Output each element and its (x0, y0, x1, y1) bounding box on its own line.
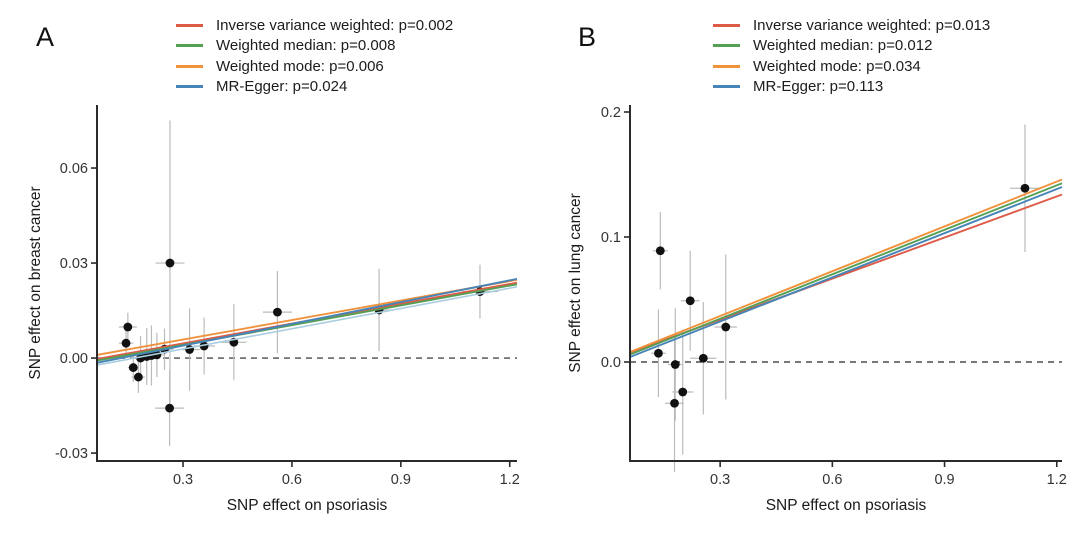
legend-line-swatch (713, 23, 740, 27)
legend-item: Weighted mode: p=0.006 (176, 56, 453, 77)
data-point (165, 403, 175, 413)
legend-item: Weighted median: p=0.008 (176, 36, 453, 57)
regression-line-weighted-median (96, 283, 518, 362)
data-point (654, 348, 663, 358)
y-tick-label: 0.06 (60, 161, 88, 177)
x-tick-label: 0.6 (822, 472, 842, 488)
regression-line-weighted-mode (629, 178, 1063, 353)
data-point (165, 258, 175, 268)
regression-line-mr-egger (96, 277, 518, 364)
legend-label: MR-Egger: p=0.024 (216, 78, 348, 96)
x-tick-label: 0.3 (710, 472, 730, 488)
data-point (121, 338, 131, 348)
panel-b-scatter-plot: 0.3 0.6 0.9 1.2 0.0 0.1 0.2 SNP effect on psori… (567, 105, 1067, 514)
legend-item: MR-Egger: p=0.024 (176, 77, 453, 98)
legend-item: Inverse variance weighted: p=0.013 (713, 15, 990, 36)
x-tick-label: 0.9 (934, 472, 954, 488)
panel-b-legend: Inverse variance weighted: p=0.013 Weight… (713, 15, 990, 97)
x-tick-label: 0.9 (391, 472, 411, 488)
data-point (678, 387, 688, 397)
panel-a-scatter-plot: 0.3 0.6 0.9 1.2 -0.03 0.00 0.03 0.06 SNP effect … (27, 105, 520, 514)
data-point (685, 296, 695, 306)
legend-line-swatch (176, 64, 203, 68)
legend-item: Inverse variance weighted: p=0.002 (176, 15, 453, 36)
data-point (698, 353, 708, 363)
x-tick-label: 1.2 (1047, 472, 1067, 488)
legend-item: Weighted median: p=0.012 (713, 36, 990, 57)
legend-label: Weighted mode: p=0.006 (216, 57, 384, 75)
x-tick-label: 1.2 (500, 472, 520, 488)
panel-a-label: A (36, 22, 55, 52)
legend-line-swatch (176, 44, 203, 48)
y-axis-title: SNP effect on breast cancer (27, 186, 44, 379)
data-point (133, 372, 143, 382)
regression-line-weighted-median (629, 182, 1063, 356)
legend-line-swatch (713, 44, 740, 48)
legend-label: Weighted median: p=0.012 (753, 37, 933, 55)
legend-label: Inverse variance weighted: p=0.013 (753, 16, 991, 34)
x-axis-title: SNP effect on psoriasis (766, 497, 927, 514)
data-point (721, 322, 731, 332)
panel-a-legend: Inverse variance weighted: p=0.002 Weight… (176, 15, 453, 97)
unlabeled-light-blue-line (96, 286, 518, 366)
data-point (670, 360, 680, 369)
y-tick-label: 0.03 (60, 256, 88, 272)
data-point (655, 246, 665, 256)
panel-b-label: B (578, 22, 597, 52)
y-tick-label: 0.00 (60, 351, 88, 367)
data-point (123, 322, 133, 332)
legend-label: Inverse variance weighted: p=0.002 (216, 16, 454, 34)
y-tick-label: -0.03 (55, 446, 88, 462)
x-axis-title: SNP effect on psoriasis (227, 497, 388, 514)
x-tick-label: 0.3 (173, 472, 193, 488)
legend-label: Weighted mode: p=0.034 (753, 57, 921, 75)
regression-line-mr-egger (629, 186, 1063, 358)
legend-label: Weighted median: p=0.008 (216, 37, 396, 55)
legend-item: MR-Egger: p=0.113 (713, 77, 990, 98)
data-point (273, 307, 282, 317)
data-point (1020, 183, 1030, 193)
legend-line-swatch (176, 23, 203, 27)
y-axis-title: SNP effect on lung cancer (567, 193, 584, 373)
data-point (670, 398, 679, 408)
y-tick-label: 0.0 (601, 355, 621, 371)
legend-label: MR-Egger: p=0.113 (753, 78, 884, 96)
y-tick-label: 0.2 (601, 105, 621, 121)
y-tick-label: 0.1 (601, 230, 621, 246)
legend-line-swatch (713, 64, 740, 68)
legend-item: Weighted mode: p=0.034 (713, 56, 990, 77)
data-point (199, 341, 209, 351)
x-tick-label: 0.6 (282, 472, 302, 488)
legend-line-swatch (176, 85, 203, 89)
legend-line-swatch (713, 85, 740, 89)
data-point (128, 363, 138, 372)
